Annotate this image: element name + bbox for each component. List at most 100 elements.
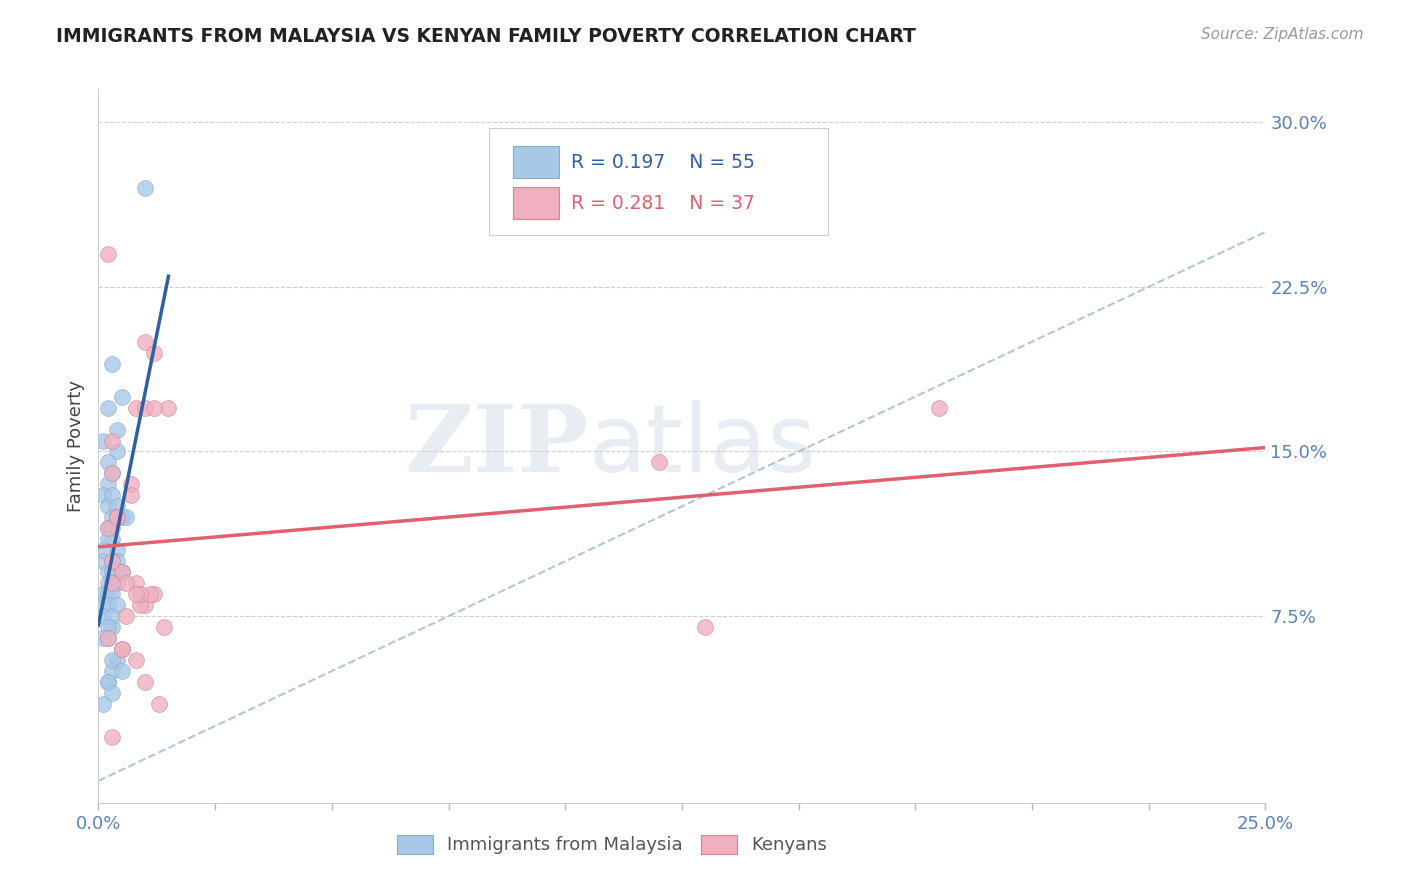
Point bbox=[695, 620, 717, 634]
Point bbox=[101, 434, 124, 448]
Point bbox=[101, 686, 124, 700]
Point bbox=[101, 730, 124, 744]
Point bbox=[101, 554, 124, 568]
Point bbox=[120, 488, 142, 502]
Point bbox=[125, 587, 148, 601]
Point bbox=[97, 566, 120, 580]
Point bbox=[105, 598, 128, 612]
Point bbox=[105, 510, 128, 524]
Point bbox=[97, 521, 120, 535]
Point bbox=[111, 566, 134, 580]
Point bbox=[134, 675, 156, 690]
Point bbox=[91, 631, 114, 645]
Point bbox=[105, 653, 128, 667]
Point bbox=[125, 576, 148, 591]
Point bbox=[152, 620, 174, 634]
Point bbox=[143, 587, 166, 601]
Point bbox=[101, 510, 124, 524]
Point bbox=[101, 467, 124, 481]
Point bbox=[129, 587, 152, 601]
Point bbox=[647, 455, 669, 469]
Point bbox=[928, 401, 950, 415]
Y-axis label: Family Poverty: Family Poverty bbox=[66, 380, 84, 512]
Point bbox=[143, 401, 166, 415]
Point bbox=[105, 554, 128, 568]
Text: IMMIGRANTS FROM MALAYSIA VS KENYAN FAMILY POVERTY CORRELATION CHART: IMMIGRANTS FROM MALAYSIA VS KENYAN FAMIL… bbox=[56, 27, 917, 45]
Point bbox=[111, 642, 134, 657]
Point bbox=[97, 521, 120, 535]
Point bbox=[97, 620, 120, 634]
Point bbox=[129, 598, 152, 612]
Point bbox=[97, 598, 120, 612]
Point bbox=[125, 401, 148, 415]
Point bbox=[101, 576, 124, 591]
Point bbox=[97, 500, 120, 514]
Point bbox=[134, 401, 156, 415]
Point bbox=[97, 533, 120, 547]
Point bbox=[97, 576, 120, 591]
Point bbox=[97, 675, 120, 690]
Point bbox=[105, 510, 128, 524]
Point bbox=[91, 697, 114, 711]
Point bbox=[111, 566, 134, 580]
Text: atlas: atlas bbox=[589, 400, 817, 492]
Point bbox=[143, 345, 166, 359]
Point bbox=[101, 587, 124, 601]
Point bbox=[101, 576, 124, 591]
Point bbox=[115, 510, 138, 524]
Point bbox=[105, 500, 128, 514]
Point bbox=[97, 675, 120, 690]
Point bbox=[105, 510, 128, 524]
Point bbox=[101, 664, 124, 678]
Text: Source: ZipAtlas.com: Source: ZipAtlas.com bbox=[1201, 27, 1364, 42]
Point bbox=[101, 620, 124, 634]
Point bbox=[97, 247, 120, 261]
Point bbox=[101, 357, 124, 371]
Point bbox=[120, 477, 142, 491]
Point bbox=[139, 587, 162, 601]
Point bbox=[91, 434, 114, 448]
Point bbox=[111, 664, 134, 678]
Point bbox=[91, 587, 114, 601]
Point bbox=[111, 510, 134, 524]
Point bbox=[91, 554, 114, 568]
Point bbox=[101, 533, 124, 547]
Point bbox=[148, 697, 170, 711]
Point bbox=[101, 609, 124, 624]
Point bbox=[91, 598, 114, 612]
Point bbox=[101, 566, 124, 580]
Point bbox=[91, 488, 114, 502]
FancyBboxPatch shape bbox=[513, 187, 560, 219]
Point bbox=[101, 554, 124, 568]
Point bbox=[105, 423, 128, 437]
Point bbox=[157, 401, 180, 415]
FancyBboxPatch shape bbox=[489, 128, 828, 235]
Text: R = 0.281    N = 37: R = 0.281 N = 37 bbox=[571, 194, 755, 213]
Text: R = 0.197    N = 55: R = 0.197 N = 55 bbox=[571, 153, 755, 172]
Point bbox=[97, 401, 120, 415]
Text: ZIP: ZIP bbox=[405, 401, 589, 491]
Point bbox=[134, 181, 156, 195]
Legend: Immigrants from Malaysia, Kenyans: Immigrants from Malaysia, Kenyans bbox=[389, 828, 834, 862]
Point bbox=[101, 488, 124, 502]
Point bbox=[91, 609, 114, 624]
Point bbox=[115, 576, 138, 591]
Point bbox=[111, 566, 134, 580]
Point bbox=[97, 587, 120, 601]
Point bbox=[97, 477, 120, 491]
FancyBboxPatch shape bbox=[513, 146, 560, 178]
Point bbox=[134, 334, 156, 349]
Point bbox=[91, 543, 114, 558]
Point bbox=[105, 444, 128, 458]
Point bbox=[134, 598, 156, 612]
Point bbox=[111, 642, 134, 657]
Point bbox=[97, 631, 120, 645]
Point bbox=[125, 653, 148, 667]
Point bbox=[97, 631, 120, 645]
Point bbox=[105, 543, 128, 558]
Point bbox=[111, 390, 134, 404]
Point bbox=[101, 653, 124, 667]
Point bbox=[105, 576, 128, 591]
Point bbox=[115, 609, 138, 624]
Point bbox=[101, 467, 124, 481]
